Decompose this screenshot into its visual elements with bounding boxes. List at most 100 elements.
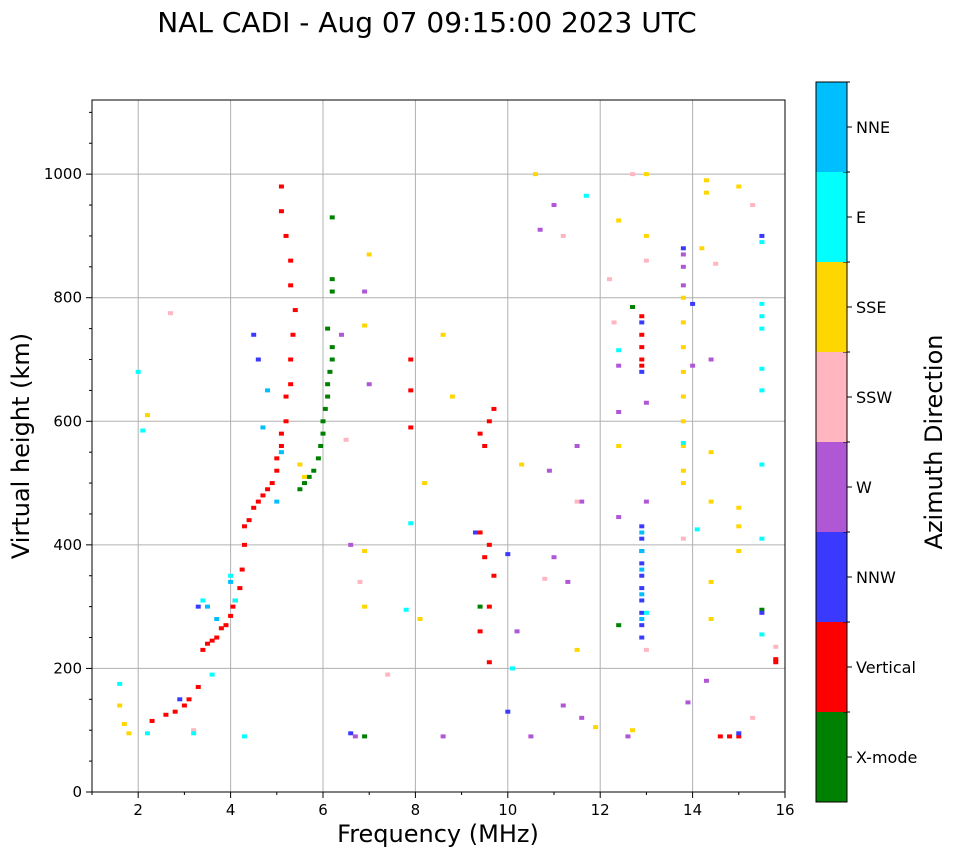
data-point-x-mode [327, 369, 333, 374]
data-point-vertical [408, 388, 414, 393]
grid-lines [92, 100, 785, 792]
data-point-x-mode [302, 481, 308, 486]
data-point-e [759, 301, 765, 306]
data-point-nne [274, 499, 280, 504]
data-point-vertical [274, 456, 280, 461]
data-point-w [625, 734, 631, 739]
data-point-w [338, 332, 344, 337]
data-point-sse [362, 604, 368, 609]
data-point-vertical [773, 660, 779, 665]
colorbar-frame [815, 81, 848, 803]
data-point-vertical [283, 233, 289, 238]
data-point-w [551, 555, 557, 560]
data-point-e [759, 240, 765, 245]
data-point-nne [639, 567, 645, 572]
data-point-vertical [639, 345, 645, 350]
data-point-e [509, 666, 515, 671]
chart-title: NAL CADI - Aug 07 09:15:00 2023 UTC [157, 6, 696, 39]
data-point-sse [680, 468, 686, 473]
data-point-ssw [343, 437, 349, 442]
data-point-vertical [265, 487, 271, 492]
data-point-x-mode [325, 382, 331, 387]
data-point-sse [362, 323, 368, 328]
data-point-vertical [283, 394, 289, 399]
colorbar-segment [816, 262, 847, 352]
data-point-vertical [408, 425, 414, 430]
data-point-sse [449, 394, 455, 399]
axis-ticks: 2 4 6 8 10 12 14 16 0 200 400 600 800 1000 [44, 111, 795, 819]
data-point-ssw [750, 203, 756, 208]
data-point-ssw [168, 311, 174, 316]
data-point-e [759, 388, 765, 393]
data-point-x-mode [311, 468, 317, 473]
data-point-w [703, 678, 709, 683]
data-point-sse [126, 731, 132, 736]
data-point-vertical [274, 468, 280, 473]
colorbar-tick-label: SSW [856, 388, 892, 407]
x-tick-label: 4 [226, 801, 236, 819]
data-point-ssw [773, 644, 779, 649]
data-point-w [685, 700, 691, 705]
data-point-sse [519, 462, 525, 467]
data-point-vertical [269, 481, 275, 486]
data-point-sse [680, 419, 686, 424]
colorbar-tick-label: X-mode [856, 748, 917, 767]
data-point-nnw [639, 610, 645, 615]
colorbar-segment [816, 172, 847, 262]
data-point-e [643, 610, 649, 615]
data-point-sse [736, 505, 742, 510]
data-point-vertical [255, 499, 261, 504]
data-point-e [144, 731, 150, 736]
data-point-vertical [288, 258, 294, 263]
data-point-sse [680, 369, 686, 374]
data-point-e [241, 734, 247, 739]
data-point-w [352, 734, 358, 739]
data-point-sse [708, 450, 714, 455]
data-point-e [228, 573, 234, 578]
data-point-x-mode [329, 289, 335, 294]
data-point-vertical [239, 567, 245, 572]
data-point-e [403, 607, 409, 612]
data-point-sse [362, 549, 368, 554]
colorbar-segment [816, 82, 847, 172]
data-point-nnw [251, 332, 257, 337]
data-point-e [759, 326, 765, 331]
data-point-vertical [482, 555, 488, 560]
data-point-x-mode [315, 456, 321, 461]
data-point-nne [265, 388, 271, 393]
data-point-nne [639, 617, 645, 621]
data-point-sse [680, 345, 686, 350]
data-point-vertical [477, 629, 483, 634]
data-point-sse [302, 474, 308, 479]
data-point-vertical [195, 684, 201, 689]
data-point-vertical [639, 363, 645, 368]
data-point-sse [643, 172, 649, 177]
data-point-e [616, 348, 622, 353]
data-point-x-mode [329, 215, 335, 220]
x-tick-label: 8 [411, 801, 421, 819]
data-point-nnw [639, 635, 645, 640]
data-point-w [348, 542, 354, 547]
data-point-w [579, 499, 585, 504]
data-point-x-mode [329, 357, 335, 362]
data-point-x-mode [318, 444, 324, 448]
x-tick-label: 12 [591, 801, 610, 819]
data-point-vertical [482, 444, 488, 448]
data-point-vertical [228, 613, 234, 618]
data-point-w [643, 499, 649, 504]
data-point-vertical [486, 604, 492, 609]
data-point-nnw [680, 246, 686, 251]
data-point-ssw [750, 715, 756, 720]
x-tick-label: 6 [318, 801, 328, 819]
data-point-sse [643, 233, 649, 238]
data-point-x-mode [477, 604, 483, 609]
data-point-vertical [717, 734, 723, 739]
data-point-sse [440, 332, 446, 337]
data-point-vertical [486, 542, 492, 547]
data-point-nne [639, 549, 645, 554]
data-point-vertical [200, 647, 206, 652]
data-point-x-mode [329, 277, 335, 282]
data-point-vertical [292, 308, 298, 313]
data-point-nnw [639, 369, 645, 374]
